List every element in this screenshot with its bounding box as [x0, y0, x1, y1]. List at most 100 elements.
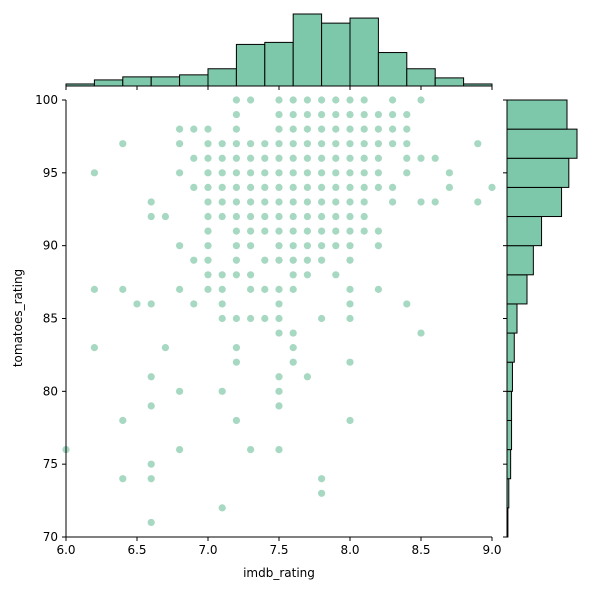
scatter-point — [318, 212, 326, 221]
scatter-point — [232, 256, 240, 264]
scatter-point — [275, 446, 283, 454]
scatter-point — [289, 256, 297, 264]
scatter-point — [332, 198, 340, 206]
scatter-point — [289, 140, 297, 148]
y-hist-bar — [506, 186, 563, 218]
scatter-point — [318, 227, 326, 235]
x-hist-bar — [406, 68, 436, 87]
scatter-point — [261, 183, 269, 191]
scatter-point — [204, 169, 212, 177]
scatter-point — [275, 300, 283, 308]
y-tick-label: 80 — [43, 384, 58, 398]
scatter-point — [218, 271, 226, 279]
scatter-point — [176, 285, 184, 293]
scatter-point — [275, 198, 283, 206]
scatter-point — [275, 402, 283, 410]
scatter-point — [360, 154, 368, 162]
scatter-point — [289, 183, 297, 191]
scatter-point — [204, 183, 212, 191]
scatter-point — [232, 416, 240, 425]
y-hist-bar — [506, 216, 543, 247]
y-hist-bar — [506, 128, 578, 159]
scatter-point — [232, 125, 240, 133]
scatter-point — [289, 344, 297, 352]
scatter-point — [303, 125, 311, 133]
scatter-point — [147, 373, 155, 381]
scatter-point — [303, 183, 311, 191]
scatter-point — [218, 140, 226, 148]
scatter-point — [247, 96, 255, 104]
x-tick-label: 8.5 — [411, 543, 430, 557]
scatter-point — [303, 227, 311, 235]
scatter-point — [232, 96, 240, 104]
y-marginal-histogram — [506, 99, 578, 538]
x-hist-bar — [93, 79, 124, 87]
scatter-point — [303, 373, 311, 381]
y-tick-label: 100 — [35, 93, 58, 107]
scatter-point — [232, 110, 240, 119]
scatter-point — [346, 416, 354, 425]
scatter-point — [303, 154, 311, 162]
scatter-point — [232, 198, 240, 206]
scatter-point — [346, 96, 354, 104]
scatter-point — [275, 154, 283, 162]
x-tick-label: 6.5 — [127, 543, 146, 557]
scatter-point — [247, 271, 255, 279]
scatter-point — [289, 227, 297, 235]
scatter-point — [417, 329, 425, 337]
scatter-point — [346, 140, 354, 148]
scatter-point — [346, 125, 354, 133]
scatter-point — [275, 96, 283, 104]
scatter-point — [403, 154, 411, 162]
scatter-point — [346, 227, 354, 235]
scatter-point — [389, 96, 397, 104]
scatter-point — [261, 154, 269, 162]
scatter-point — [332, 125, 340, 133]
scatter-point — [204, 271, 212, 279]
scatter-point — [346, 300, 354, 308]
scatter-point — [204, 212, 212, 221]
scatter-point — [318, 125, 326, 133]
scatter-point — [147, 460, 155, 468]
scatter-point — [289, 212, 297, 221]
scatter-point — [218, 154, 226, 162]
scatter-point — [346, 256, 354, 264]
scatter-point — [332, 271, 340, 279]
x-hist-bar — [207, 68, 237, 87]
scatter-point — [346, 198, 354, 206]
scatter-point — [303, 140, 311, 148]
y-hist-bar — [506, 419, 513, 451]
scatter-point — [261, 198, 269, 206]
scatter-point — [303, 110, 311, 119]
scatter-point — [318, 314, 326, 323]
scatter-point — [289, 96, 297, 104]
scatter-point — [332, 212, 340, 221]
scatter-point — [275, 140, 283, 148]
scatter-point — [261, 285, 269, 293]
scatter-point — [318, 489, 326, 497]
scatter-point — [275, 329, 283, 337]
scatter-point — [289, 110, 297, 119]
scatter-point — [119, 285, 127, 293]
scatter-point — [332, 140, 340, 148]
scatter-point — [275, 285, 283, 293]
scatter-point — [374, 227, 382, 235]
scatter-point — [218, 169, 226, 177]
x-hist-bar — [150, 76, 181, 87]
scatter-point — [133, 300, 141, 308]
y-hist-bar — [506, 390, 513, 421]
scatter-point — [176, 125, 184, 133]
y-axis-label: tomatoes_rating — [11, 269, 25, 367]
scatter-point — [332, 242, 340, 250]
scatter-point — [232, 140, 240, 148]
scatter-point — [318, 198, 326, 206]
y-hist-bar — [506, 303, 518, 334]
scatter-point — [303, 271, 311, 279]
scatter-point — [247, 285, 255, 293]
x-hist-bar — [377, 52, 408, 87]
scatter-point — [374, 154, 382, 162]
scatter-point — [403, 140, 411, 148]
scatter-point — [332, 227, 340, 235]
scatter-point — [247, 314, 255, 323]
scatter-point — [218, 183, 226, 191]
